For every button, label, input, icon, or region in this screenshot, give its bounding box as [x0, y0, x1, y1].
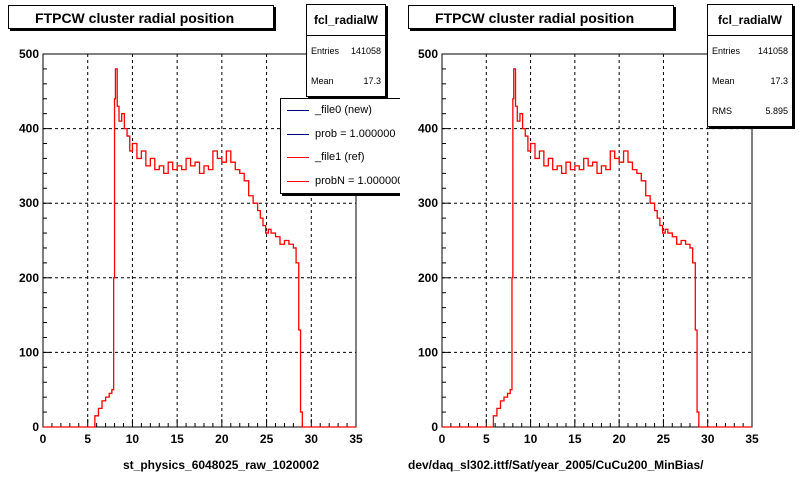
left-stats-name: fcl_radialW: [307, 5, 385, 36]
left-stats-entries-row: Entries 141058: [307, 36, 385, 66]
left-plot-title: FTPCW cluster radial position: [8, 5, 274, 29]
left-stats-mean-row: Mean 17.3: [307, 66, 385, 96]
right-stats-box: fcl_radialW Entries 141058 Mean 17.3 RMS…: [707, 4, 793, 127]
x-tick-label: 15: [568, 432, 582, 446]
right-stats-rms-label: RMS: [712, 106, 732, 116]
left-stats-entries-label: Entries: [311, 46, 340, 56]
right-stats-rms-row: RMS 5.895: [708, 96, 792, 126]
left-stats-mean-value: 17.3: [363, 76, 381, 86]
legend-entry: prob = 1.000000: [281, 123, 400, 147]
legend-entry-label: _file0 (new): [315, 104, 372, 116]
y-tick-label: 100: [19, 345, 39, 359]
y-tick-label: 500: [418, 47, 438, 61]
right-stats-entries-value: 141058: [757, 46, 788, 56]
x-tick-label: 0: [40, 432, 47, 446]
left-legend-box: _file0 (new) prob = 1.000000 _file1 (ref…: [280, 98, 400, 194]
legend-entry-label: probN = 1.000000: [315, 174, 400, 187]
y-tick-label: 300: [19, 196, 39, 210]
x-tick-label: 5: [84, 432, 91, 446]
x-tick-label: 30: [701, 432, 715, 446]
left-stats-box: fcl_radialW Entries 141058 Mean 17.3: [306, 4, 386, 97]
right-stats-name: fcl_radialW: [708, 5, 792, 36]
x-tick-label: 30: [305, 432, 319, 446]
right-plot-title: FTPCW cluster radial position: [408, 5, 674, 29]
legend-entry: _file0 (new): [281, 99, 400, 123]
y-tick-label: 200: [418, 271, 438, 285]
legend-entry-label: prob = 1.000000: [315, 127, 396, 140]
histogram-series-line: [442, 68, 752, 428]
left-stats-entries-value: 141058: [350, 46, 381, 56]
x-tick-label: 20: [612, 432, 626, 446]
x-tick-label: 20: [215, 432, 229, 446]
x-tick-label: 10: [524, 432, 538, 446]
legend-entry: probN = 1.000000: [281, 170, 400, 194]
left-footer-label: st_physics_6048025_raw_1020002: [123, 458, 320, 472]
y-tick-label: 500: [19, 47, 39, 61]
y-tick-label: 300: [418, 196, 438, 210]
x-tick-label: 15: [170, 432, 184, 446]
right-stats-mean-label: Mean: [712, 76, 735, 86]
left-stats-mean-label: Mean: [311, 76, 334, 86]
x-tick-label: 5: [483, 432, 490, 446]
y-tick-label: 100: [418, 345, 438, 359]
histogram-series-line: [43, 68, 356, 428]
legend-entry-label: _file1 (ref): [315, 151, 365, 163]
x-tick-label: 10: [126, 432, 140, 446]
right-stats-mean-value: 17.3: [770, 76, 788, 86]
y-tick-label: 0: [32, 420, 39, 434]
legend-line-marker: [287, 110, 309, 111]
legend-line-marker: [287, 180, 309, 182]
right-stats-mean-row: Mean 17.3: [708, 66, 792, 96]
y-tick-label: 400: [418, 122, 438, 136]
right-stats-rms-value: 5.895: [765, 106, 788, 116]
legend-entry: _file1 (ref): [281, 146, 400, 170]
right-footer-label: dev/daq_sl302.ittf/Sat/year_2005/CuCu200…: [408, 458, 704, 472]
y-tick-label: 0: [431, 420, 438, 434]
right-histogram-plot: 0 5 10 15 20 25 30 35 0 100 200 300 400 500: [418, 47, 759, 446]
left-plot-pad: 0 5 10 15 20 25 30 35 0 100 200 300 400 500 FTPCW clu…: [8, 4, 400, 472]
y-tick-label: 400: [19, 122, 39, 136]
x-tick-label: 35: [349, 432, 363, 446]
x-tick-label: 25: [260, 432, 274, 446]
right-stats-entries-label: Entries: [712, 46, 741, 56]
y-tick-label: 200: [19, 271, 39, 285]
x-tick-label: 25: [657, 432, 671, 446]
legend-line-marker: [287, 157, 309, 158]
x-tick-label: 0: [439, 432, 446, 446]
x-tick-label: 35: [745, 432, 759, 446]
legend-line-marker: [287, 133, 309, 135]
plot-frame: [441, 53, 753, 428]
right-stats-entries-row: Entries 141058: [708, 36, 792, 66]
right-plot-pad: 0 5 10 15 20 25 30 35 0 100 200 300 400 500 FTPCW clu…: [400, 0, 800, 480]
